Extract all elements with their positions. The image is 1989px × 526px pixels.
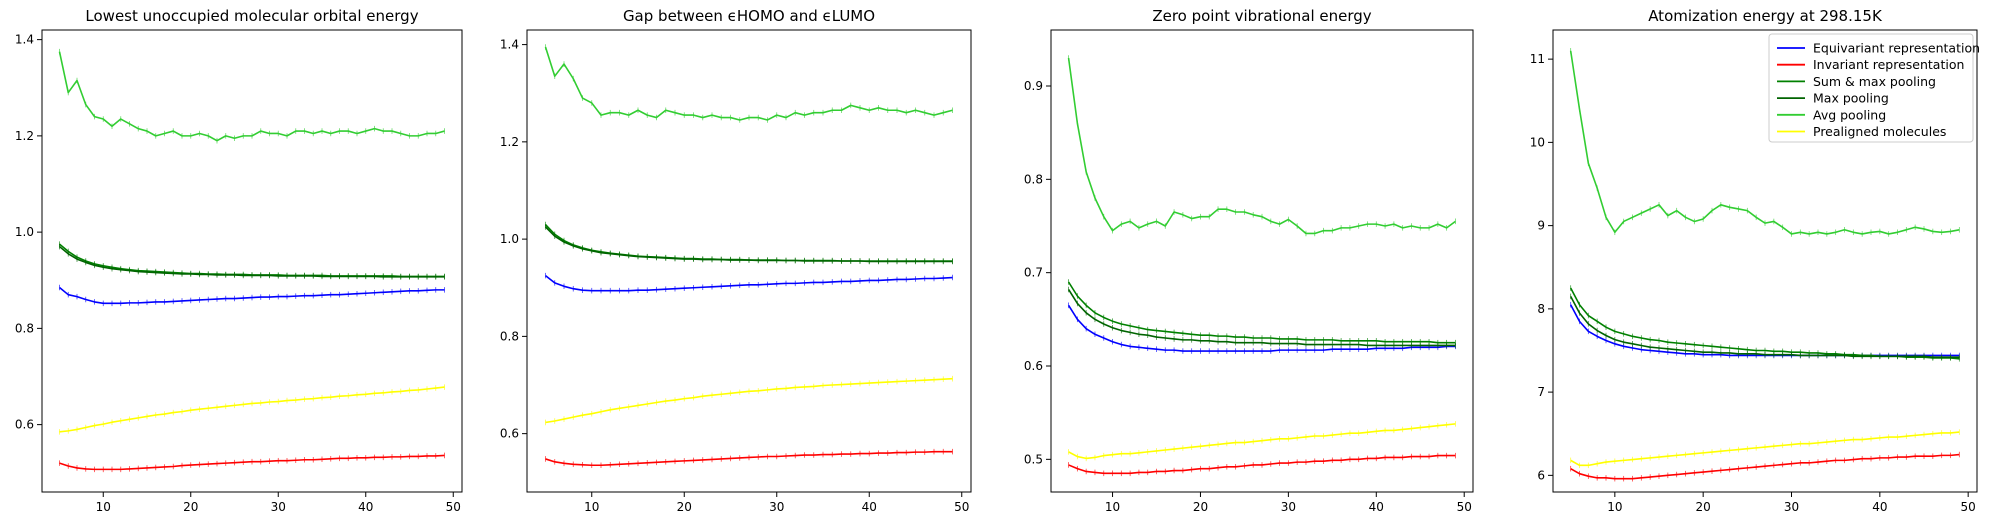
y-tick-label: 1.2: [500, 135, 519, 149]
x-tick-label: 40: [1369, 500, 1384, 514]
x-tick-label: 50: [1457, 500, 1472, 514]
x-tick-label: 40: [358, 500, 373, 514]
x-tick-label: 30: [271, 500, 286, 514]
series-max-pooling: [58, 243, 445, 280]
y-tick-label: 0.6: [500, 427, 519, 441]
chart-title: Lowest unoccupied molecular orbital ener…: [85, 7, 418, 25]
legend-label: Invariant representation: [1813, 57, 1964, 72]
x-tick-label: 10: [96, 500, 111, 514]
series-prealigned-molecules: [1068, 421, 1456, 462]
series-invariant-representation: [1068, 452, 1456, 477]
y-tick-label: 0.7: [1024, 266, 1043, 280]
legend-entry-equivariant-representation: Equivariant representation: [1777, 41, 1980, 56]
y-tick-label: 0.8: [15, 321, 34, 335]
series-avg-pooling: [1067, 55, 1456, 237]
y-tick-label: 7: [1537, 385, 1545, 399]
x-tick-label: 20: [677, 500, 692, 514]
series-avg-pooling: [544, 44, 953, 123]
x-tick-label: 40: [1872, 500, 1887, 514]
series-prealigned-molecules: [545, 375, 953, 426]
y-tick-label: 1.4: [500, 38, 519, 52]
x-tick-label: 50: [446, 500, 461, 514]
subplot-atomization-energy: Atomization energy at 298.15K 10 20 30 40 50 6…: [1530, 7, 1980, 514]
plot-area: [1050, 29, 1474, 493]
subplot-homo-lumo-gap: Gap between ϵHOMO and ϵLUMO 10 20 30 40 50 0.6…: [500, 7, 972, 514]
y-tick-label: 0.9: [1024, 79, 1043, 93]
y-tick-label: 9: [1537, 219, 1545, 233]
series-invariant-representation: [545, 448, 953, 469]
y-tick-label: 0.5: [1024, 452, 1043, 466]
x-tick-label: 20: [183, 500, 198, 514]
x-tick-label: 20: [1696, 500, 1711, 514]
y-tick-label: 1.2: [15, 129, 34, 143]
legend-label: Sum & max pooling: [1813, 74, 1936, 89]
legend-label: Equivariant representation: [1813, 41, 1980, 56]
series-max-pooling: [544, 224, 953, 265]
x-tick-label: 10: [1607, 500, 1622, 514]
x-tick-label: 50: [954, 500, 969, 514]
series-invariant-representation: [59, 452, 445, 473]
series-invariant-representation: [1570, 451, 1960, 482]
y-tick-label: 0.8: [1024, 172, 1043, 186]
subplot-zero-point-vibrational-energy: Zero point vibrational energy 10 20 30 40 50 0…: [1024, 7, 1474, 514]
series-avg-pooling: [58, 48, 445, 144]
y-tick-label: 0.6: [15, 418, 34, 432]
series-max-pooling: [1569, 293, 1960, 360]
y-tick-label: 8: [1537, 302, 1545, 316]
y-tick-label: 10: [1530, 135, 1545, 149]
series-equivariant-representation: [58, 284, 445, 307]
series-equivariant-representation: [1067, 302, 1456, 354]
legend-label: Avg pooling: [1813, 107, 1886, 122]
series-equivariant-representation: [545, 272, 953, 294]
x-tick-label: 30: [769, 500, 784, 514]
series-prealigned-molecules: [59, 384, 445, 435]
legend-label: Prealigned molecules: [1813, 124, 1946, 139]
y-tick-label: 1.0: [500, 232, 519, 246]
subplot-lumo-energy: Lowest unoccupied molecular orbital ener…: [15, 7, 463, 514]
x-tick-label: 40: [862, 500, 877, 514]
y-tick-label: 0.6: [1024, 359, 1043, 373]
chart-title: Zero point vibrational energy: [1152, 7, 1371, 25]
y-tick-label: 11: [1530, 52, 1545, 66]
y-tick-label: 0.8: [500, 329, 519, 343]
x-tick-label: 10: [1105, 500, 1120, 514]
y-tick-label: 1.4: [15, 33, 34, 47]
plot-area: [41, 29, 463, 493]
series-max-pooling: [1067, 286, 1456, 349]
y-tick-label: 6: [1537, 468, 1545, 482]
legend-entry-sum-max-pooling: Sum & max pooling: [1777, 74, 1936, 89]
x-tick-label: 30: [1784, 500, 1799, 514]
legend-label: Max pooling: [1813, 91, 1889, 106]
legend-entry-prealigned-molecules: Prealigned molecules: [1777, 124, 1946, 139]
legend-entry-max-pooling: Max pooling: [1777, 91, 1889, 106]
legend-entry-invariant-representation: Invariant representation: [1777, 57, 1964, 72]
x-tick-label: 30: [1281, 500, 1296, 514]
x-tick-label: 20: [1193, 500, 1208, 514]
x-tick-label: 50: [1961, 500, 1976, 514]
legend-box: [1768, 33, 1974, 143]
x-tick-label: 10: [584, 500, 599, 514]
chart-title: Atomization energy at 298.15K: [1648, 7, 1883, 25]
y-tick-label: 1.0: [15, 225, 34, 239]
series-prealigned-molecules: [1570, 429, 1960, 469]
legend-entry-avg-pooling: Avg pooling: [1777, 107, 1886, 122]
series-avg-pooling: [1569, 48, 1960, 237]
chart-title: Gap between ϵHOMO and ϵLUMO: [623, 7, 875, 25]
